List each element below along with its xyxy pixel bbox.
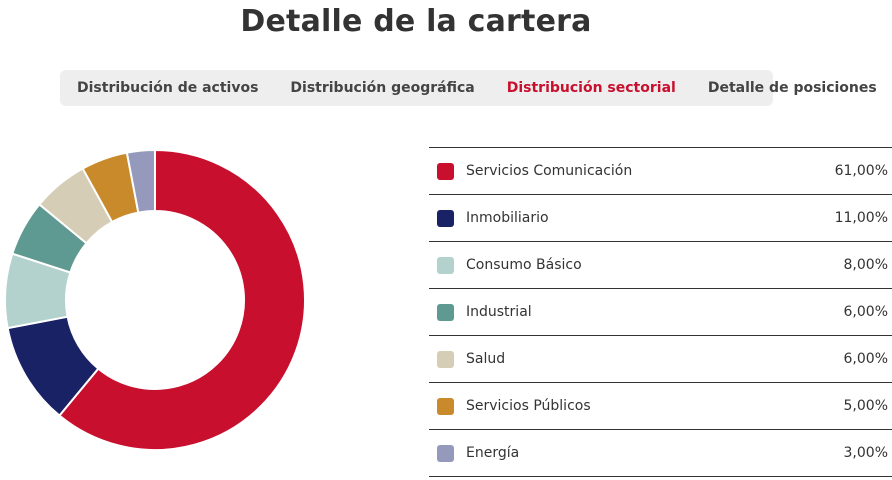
tab-position-detail[interactable]: Detalle de posiciones: [707, 80, 877, 96]
legend-label: Industrial: [466, 304, 532, 320]
legend-value: 11,00%: [834, 210, 888, 226]
legend-value: 61,00%: [834, 163, 888, 179]
sector-donut-chart: [4, 148, 306, 451]
legend-value: 3,00%: [843, 445, 888, 461]
legend-label: Consumo Básico: [466, 257, 582, 273]
legend-swatch: [437, 444, 454, 462]
legend-label: Servicios Comunicación: [466, 163, 633, 179]
legend-row: Industrial 6,00%: [429, 289, 892, 336]
legend-row: Consumo Básico 8,00%: [429, 242, 892, 289]
legend-value: 8,00%: [843, 257, 888, 273]
legend-swatch: [437, 162, 454, 180]
tab-bar: Distribución de activos Distribución geo…: [60, 70, 877, 106]
legend-swatch: [437, 397, 454, 415]
sector-legend-table: Servicios Comunicación 61,00% Inmobiliario…: [429, 147, 892, 477]
legend-label: Inmobiliario: [466, 210, 549, 226]
legend-value: 5,00%: [843, 398, 888, 414]
legend-label: Energía: [466, 445, 520, 461]
donut-slice-servicios-comunicacion[interactable]: [57, 148, 306, 451]
legend-label: Salud: [466, 351, 506, 367]
tab-sector-distribution[interactable]: Distribución sectorial: [506, 80, 676, 96]
legend-label: Servicios Públicos: [466, 398, 591, 414]
page-title: Detalle de la cartera: [240, 4, 592, 39]
legend-swatch: [437, 303, 454, 321]
tab-geographic-distribution[interactable]: Distribución geográfica: [290, 80, 475, 96]
legend-value: 6,00%: [843, 351, 888, 367]
legend-row: Inmobiliario 11,00%: [429, 195, 892, 242]
legend-row: Servicios Públicos 5,00%: [429, 383, 892, 430]
legend-value: 6,00%: [843, 304, 888, 320]
legend-swatch: [437, 256, 454, 274]
legend-row: Servicios Comunicación 61,00%: [429, 148, 892, 195]
legend-swatch: [437, 209, 454, 227]
tab-asset-distribution[interactable]: Distribución de activos: [77, 80, 259, 96]
donut-slice-energia[interactable]: [125, 148, 156, 214]
legend-swatch: [437, 350, 454, 368]
legend-row: Salud 6,00%: [429, 336, 892, 383]
legend-row: Energía 3,00%: [429, 430, 892, 477]
